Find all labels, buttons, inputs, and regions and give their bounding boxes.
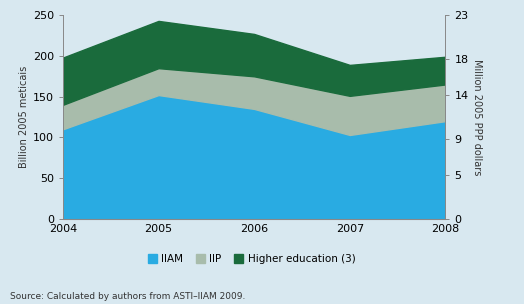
Text: Source: Calculated by authors from ASTI–IIAM 2009.: Source: Calculated by authors from ASTI–… xyxy=(10,292,246,301)
Legend: IIAM, IIP, Higher education (3): IIAM, IIP, Higher education (3) xyxy=(144,250,359,268)
Y-axis label: Billion 2005 meticais: Billion 2005 meticais xyxy=(18,66,29,168)
Y-axis label: Million 2005 PPP dollars: Million 2005 PPP dollars xyxy=(473,59,483,175)
